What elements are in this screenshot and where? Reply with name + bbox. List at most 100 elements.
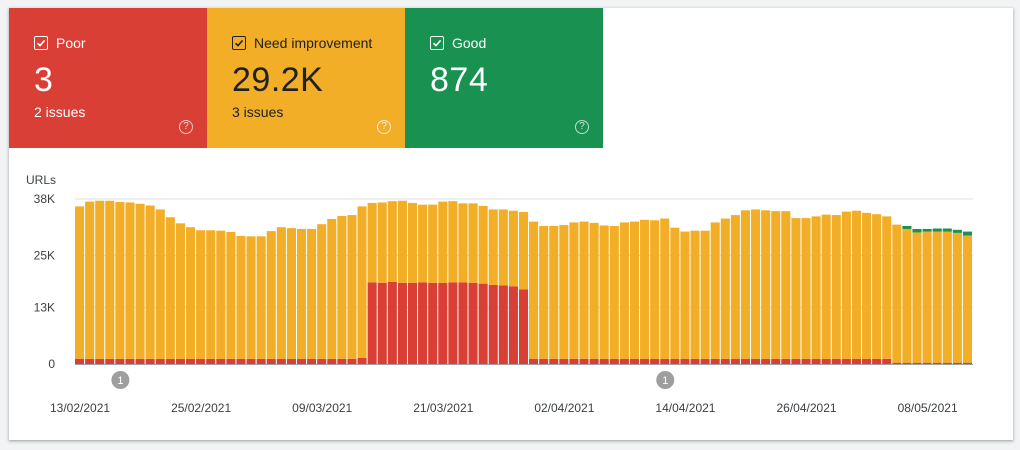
- need-improvement-tile[interactable]: Need improvement 29.2K 3 issues ?: [207, 8, 405, 148]
- good-checkbox-icon[interactable]: [430, 36, 444, 50]
- bar-poor: [155, 358, 165, 364]
- bar-poor: [539, 358, 549, 364]
- bar-poor: [175, 358, 185, 364]
- bar-poor: [498, 285, 508, 364]
- bar-poor: [307, 358, 317, 364]
- bar-poor: [690, 358, 700, 364]
- bar-need-improvement: [266, 231, 276, 359]
- good-label: Good: [452, 35, 487, 51]
- good-tile[interactable]: Good 874 ?: [405, 8, 603, 148]
- poor-help-icon[interactable]: ?: [179, 120, 193, 134]
- bar-need-improvement: [75, 206, 85, 359]
- bar-good: [902, 225, 912, 229]
- bar-poor: [629, 358, 640, 364]
- x-tick-label: 09/03/2021: [292, 401, 352, 415]
- bar-poor: [952, 362, 962, 364]
- bar-poor: [599, 358, 609, 364]
- bar-poor: [650, 358, 660, 364]
- bar-poor: [236, 358, 246, 364]
- bar-poor: [811, 358, 821, 364]
- bar-poor: [327, 358, 337, 364]
- bar-poor: [206, 358, 216, 364]
- bar-poor: [407, 282, 418, 364]
- bar-poor: [286, 358, 296, 364]
- bar-need-improvement: [115, 202, 125, 359]
- bar-poor: [851, 358, 862, 364]
- bar-poor: [196, 358, 206, 364]
- bar-poor: [276, 358, 286, 364]
- bar-need-improvement: [125, 202, 135, 359]
- bar-poor: [589, 358, 599, 364]
- bar-poor: [579, 358, 589, 364]
- bar-need-improvement: [700, 230, 710, 359]
- bar-good: [942, 228, 952, 232]
- need-improvement-count: 29.2K: [232, 61, 324, 99]
- bar-poor: [932, 362, 942, 364]
- bar-poor: [821, 358, 831, 364]
- poor-tile[interactable]: Poor 3 2 issues ?: [9, 8, 207, 148]
- bar-poor: [619, 358, 629, 364]
- bar-need-improvement: [609, 225, 619, 359]
- bar-poor: [781, 358, 791, 364]
- bar-poor: [791, 358, 801, 364]
- bar-need-improvement: [387, 201, 397, 282]
- bar-poor: [478, 283, 488, 364]
- bar-poor: [135, 358, 145, 364]
- good-help-icon[interactable]: ?: [575, 120, 589, 134]
- good-header: Good: [430, 32, 579, 54]
- bar-need-improvement: [438, 201, 448, 283]
- bar-need-improvement: [549, 225, 559, 359]
- bar-poor: [751, 358, 761, 364]
- bar-need-improvement: [962, 235, 972, 363]
- y-tick-label: 13K: [34, 301, 55, 315]
- bar-need-improvement: [781, 211, 791, 359]
- bar-need-improvement: [236, 235, 246, 359]
- bar-need-improvement: [791, 218, 801, 359]
- bar-need-improvement: [599, 225, 609, 359]
- bar-poor: [266, 358, 276, 364]
- x-tick-label: 02/04/2021: [534, 401, 594, 415]
- bar-poor: [872, 358, 882, 364]
- bar-poor: [771, 358, 781, 364]
- bar-poor: [317, 358, 327, 364]
- bar-poor: [508, 286, 518, 364]
- bar-poor: [801, 358, 811, 364]
- bar-need-improvement: [761, 210, 771, 359]
- need-improvement-help-icon[interactable]: ?: [377, 120, 391, 134]
- bar-need-improvement: [276, 227, 286, 359]
- bar-poor: [387, 281, 397, 364]
- bar-need-improvement: [317, 224, 327, 359]
- bar-poor: [841, 358, 851, 364]
- bar-need-improvement: [175, 223, 185, 359]
- bar-poor: [377, 282, 387, 364]
- poor-label: Poor: [56, 35, 86, 51]
- bar-poor: [428, 282, 438, 364]
- bar-need-improvement: [740, 210, 751, 359]
- bar-poor: [418, 282, 428, 364]
- bar-need-improvement: [145, 205, 155, 359]
- bar-need-improvement: [942, 231, 952, 363]
- bar-need-improvement: [660, 218, 670, 359]
- bar-need-improvement: [196, 230, 206, 359]
- bar-poor: [569, 358, 579, 364]
- poor-header: Poor: [34, 32, 183, 54]
- bar-need-improvement: [680, 231, 690, 359]
- need-improvement-checkbox-icon[interactable]: [232, 36, 246, 50]
- bar-poor: [226, 358, 236, 364]
- bar-need-improvement: [821, 214, 831, 359]
- bar-need-improvement: [428, 204, 438, 283]
- poor-checkbox-icon[interactable]: [34, 36, 48, 50]
- bar-poor: [730, 358, 740, 364]
- bar-need-improvement: [95, 200, 105, 359]
- bar-poor: [720, 358, 730, 364]
- bar-need-improvement: [155, 209, 165, 359]
- bar-poor: [165, 358, 175, 364]
- bar-need-improvement: [246, 236, 256, 359]
- bar-need-improvement: [307, 228, 317, 359]
- bar-need-improvement: [367, 202, 377, 283]
- bar-need-improvement: [882, 216, 892, 359]
- bar-poor: [296, 358, 307, 364]
- bar-poor: [337, 358, 347, 364]
- bar-poor: [882, 358, 892, 364]
- annotation-marker: [111, 371, 130, 389]
